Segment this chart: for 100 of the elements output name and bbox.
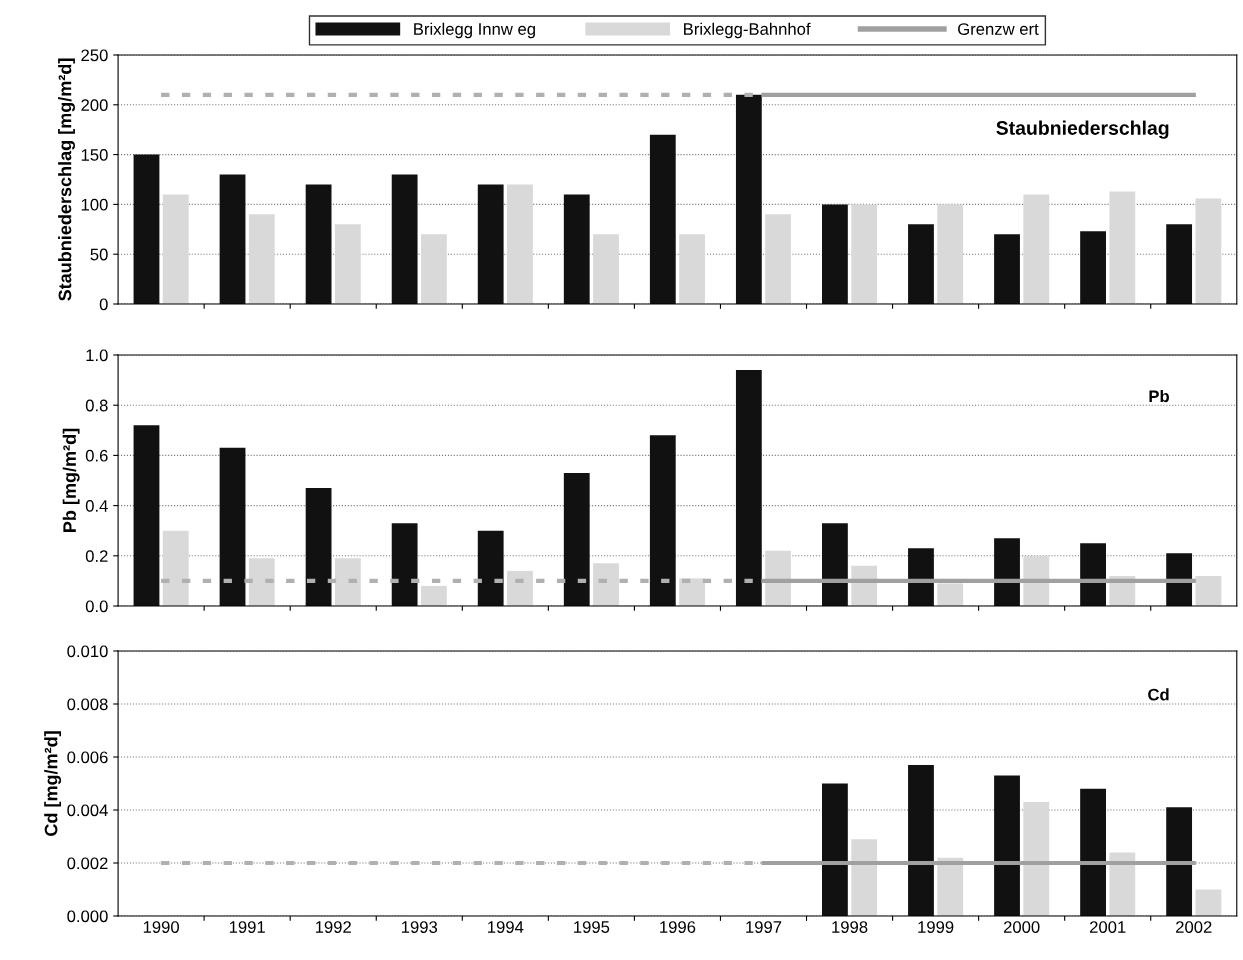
bar: [1109, 191, 1136, 304]
y-tick-label: 0.006: [67, 751, 108, 764]
bar: [593, 563, 619, 606]
y-tick-label: 0.008: [67, 698, 108, 711]
x-tick-label: 1998: [832, 921, 868, 933]
bar: [1023, 555, 1050, 606]
x-tick-label: 1993: [402, 921, 438, 933]
y-axis-title: Cd [mg/m²d]: [44, 731, 62, 836]
bar: [248, 214, 275, 304]
y-axis-title: Staubniederschlag [mg/m²d]: [58, 58, 75, 301]
bar: [1195, 575, 1222, 606]
x-tick-label: 1991: [229, 921, 265, 933]
bar: [593, 234, 619, 304]
bar: [1195, 198, 1222, 304]
bar: [334, 558, 361, 606]
y-tick-label: 0.004: [67, 804, 108, 817]
bar: [1166, 553, 1193, 606]
bar: [563, 194, 590, 304]
x-tick-label: 2002: [1176, 921, 1212, 933]
bar: [391, 174, 418, 304]
y-tick-label: 0.6: [85, 449, 108, 462]
bar: [649, 134, 676, 304]
text: Staubniederschlag: [996, 120, 1169, 139]
bar: [822, 523, 848, 606]
bar: [420, 234, 447, 304]
y-tick-label: 100: [81, 198, 108, 211]
bar: [1166, 224, 1193, 304]
bar: [1109, 852, 1136, 916]
x-tick-label: 1992: [315, 921, 351, 933]
x-tick-label: 1994: [488, 921, 524, 933]
bar: [851, 204, 878, 304]
bar: [219, 447, 246, 606]
y-tick-label: 0.4: [85, 500, 108, 512]
bar: [649, 435, 676, 606]
legend-label: Grenzw ert: [958, 23, 1039, 35]
legend-label: Brixlegg-Bahnhof: [684, 22, 811, 39]
bar: [219, 174, 246, 304]
bar: [994, 234, 1020, 304]
y-tick-label: 50: [90, 248, 108, 261]
y-tick-label: 0.002: [67, 857, 108, 870]
x-tick-label: 2001: [1090, 921, 1126, 933]
bar: [822, 783, 848, 916]
y-tick-label: 1.0: [86, 349, 108, 362]
y-tick-label: 250: [81, 49, 108, 62]
bar: [305, 488, 332, 606]
bar: [477, 184, 504, 304]
bar: [133, 154, 160, 304]
bar: [1166, 807, 1193, 916]
bar: [563, 472, 590, 606]
bar: [334, 224, 361, 304]
bar: [679, 578, 705, 606]
legend-label: Brixlegg Innw eg: [414, 22, 535, 39]
bar: [851, 839, 878, 916]
bar: [994, 775, 1020, 916]
bar: [1080, 231, 1106, 304]
bar: [937, 857, 964, 916]
y-tick-label: 0: [99, 298, 108, 311]
bar: [391, 523, 418, 606]
x-tick-label: 1999: [918, 921, 954, 933]
y-tick-label: 0.000: [67, 910, 108, 923]
bar: [1023, 802, 1050, 916]
y-tick-label: 0.8: [85, 399, 108, 412]
bar: [133, 425, 160, 606]
y-tick-label: 200: [81, 99, 108, 111]
x-tick-label: 1996: [660, 921, 696, 933]
bar: [162, 194, 189, 304]
y-tick-label: 150: [81, 149, 108, 161]
bar: [994, 538, 1020, 606]
x-tick-label: 1997: [746, 921, 782, 933]
x-tick-label: 1995: [574, 921, 610, 933]
bar: [908, 548, 934, 606]
bar: [822, 204, 848, 304]
bar: [765, 550, 792, 606]
bar: [679, 234, 705, 304]
y-axis-title: Pb [mg/m²d]: [62, 428, 80, 532]
y-tick-label: 0.010: [67, 645, 108, 658]
bar: [477, 530, 504, 606]
x-tick-label: 2000: [1003, 921, 1040, 933]
bar: [162, 530, 189, 606]
bar: [1023, 194, 1050, 304]
bar: [1195, 889, 1222, 916]
y-tick-label: 0.0: [85, 600, 108, 613]
x-tick-label: 1990: [143, 921, 179, 933]
bar: [1080, 788, 1106, 916]
text: Cd: [1148, 688, 1169, 701]
bar: [248, 558, 275, 606]
bar: [305, 184, 332, 304]
bar: [507, 570, 533, 606]
bar: [735, 370, 762, 606]
bar: [908, 224, 934, 304]
bar: [937, 204, 964, 304]
bar: [507, 184, 533, 304]
y-tick-label: 0.2: [85, 550, 108, 562]
bar: [908, 764, 934, 916]
bar: [1080, 543, 1106, 606]
bar: [735, 94, 762, 304]
bar: [420, 585, 447, 606]
bar: [765, 214, 792, 304]
bar: [937, 583, 964, 606]
text: Pb: [1149, 389, 1169, 403]
